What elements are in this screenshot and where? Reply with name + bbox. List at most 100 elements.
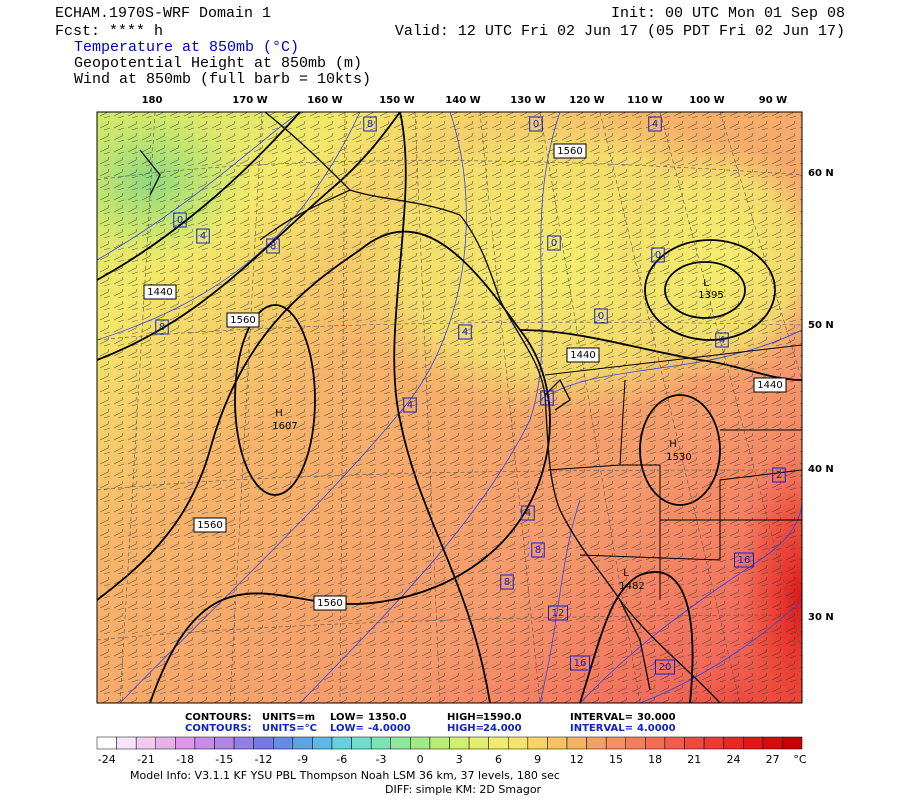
colorbar-label: 6 (495, 753, 502, 766)
label-box (547, 235, 561, 251)
colorbar-label: 0 (417, 753, 424, 766)
pressure-center-label: 1530 (666, 452, 691, 463)
contour-label: 1440 (570, 350, 595, 361)
colorbar-swatch (527, 736, 548, 750)
contour-info: LOW= (330, 723, 364, 734)
label-box (651, 247, 665, 263)
contour-info: INTERVAL= (570, 712, 633, 723)
colorbar-swatch (273, 736, 294, 750)
colorbar-label: -6 (336, 753, 347, 766)
contour-label: 8 (535, 545, 541, 556)
valid-time: Valid: 12 UTC Fri 02 Jun 17 (05 PDT Fri … (395, 23, 845, 40)
footer: CONTOURS: UNITS=m LOW= 1350.0 HIGH=1590.0 INT… (96, 712, 807, 796)
colorbar-swatch (390, 736, 411, 750)
contour-info: 1590.0 (483, 712, 522, 723)
longitude-label: 100 W (689, 95, 724, 106)
contour-info: 1350.0 (368, 712, 407, 723)
colorbar-label: -12 (254, 753, 272, 766)
contour-label: 0 (544, 393, 550, 404)
colorbar-swatch (625, 736, 646, 750)
contour-info: 30.000 (637, 712, 676, 723)
contour-info: 24.000 (483, 723, 522, 734)
contour-label: 4 (462, 327, 468, 338)
label-box (648, 116, 662, 132)
contour-label: 12 (552, 608, 565, 619)
label-box (458, 324, 472, 340)
colorbar-label: 3 (456, 753, 463, 766)
colorbar-label: -3 (375, 753, 386, 766)
colorbar-swatch (214, 736, 235, 750)
contour-label: 0 (533, 119, 539, 130)
header: ECHAM.1970S-WRF Domain 1 Fcst: **** h Te… (55, 5, 845, 88)
colorbar-label: -21 (137, 753, 155, 766)
label-box (196, 228, 210, 244)
contour-info: CONTOURS: (185, 723, 252, 734)
label-box (313, 595, 347, 611)
wind-barbs (97, 112, 802, 703)
longitude-label: 120 W (569, 95, 604, 106)
colorbar-swatch (508, 736, 529, 750)
contour-info: UNITS=°C (262, 723, 317, 734)
colorbar-swatch (703, 736, 724, 750)
longitude-label: 110 W (627, 95, 662, 106)
pressure-center-label: 1482 (619, 581, 644, 592)
map-axes: 180 170 W 160 W 150 W 140 W 130 W 120 W 110 W 10… (142, 95, 834, 623)
label-box (500, 574, 514, 590)
colorbar-label: 27 (766, 753, 780, 766)
contour-info: 4.0000 (637, 723, 676, 734)
colorbar-swatch (155, 736, 176, 750)
label-box (570, 655, 590, 671)
pressure-center-label: H (669, 439, 677, 450)
colorbar-label: 15 (609, 753, 623, 766)
model-info: Model Info: V3.1.1 KF YSU PBL Thompson N… (130, 769, 560, 782)
colorbar-swatch (723, 736, 744, 750)
pressure-center-label: H (275, 408, 283, 419)
colorbar-label: 9 (534, 753, 541, 766)
colorbar-label: 21 (687, 753, 701, 766)
label-box (734, 552, 754, 568)
colorbar-swatch (175, 736, 196, 750)
contour-label: 8 (504, 577, 510, 588)
colorbar-swatch (410, 736, 431, 750)
label-box (772, 467, 786, 483)
colorbar-swatch (684, 736, 705, 750)
pressure-center-label: 1395 (698, 290, 723, 301)
label-box (548, 605, 568, 621)
contour-label: 0 (598, 311, 604, 322)
contour-label: 0 (655, 250, 661, 261)
contour-info: -4.0000 (368, 723, 411, 734)
colorbar-swatch (782, 736, 803, 750)
pressure-center-label: 1607 (272, 421, 297, 432)
colorbar-label: 18 (648, 753, 662, 766)
label-box (363, 116, 377, 132)
contour-label: 4 (652, 119, 658, 130)
pressure-center-label: L (623, 568, 629, 579)
contour-label: 16 (738, 555, 751, 566)
temperature-contours (97, 112, 802, 703)
colorbar-label: -24 (98, 753, 116, 766)
contour-label: 1560 (317, 598, 342, 609)
pressure-center-label: L (703, 278, 709, 289)
label-box (540, 390, 554, 406)
colorbar-swatch (253, 736, 274, 750)
colorbar-swatch (331, 736, 352, 750)
label-box (531, 542, 545, 558)
contour-label: 1560 (230, 315, 255, 326)
latitude-label: 50 N (808, 320, 834, 331)
colorbar-swatch (312, 736, 333, 750)
field-wind: Wind at 850mb (full barb = 10kts) (74, 71, 371, 88)
label-box (403, 397, 417, 413)
colorbar-swatch (116, 736, 137, 750)
init-time: Init: 00 UTC Mon 01 Sep 08 (611, 5, 845, 22)
longitude-label: 130 W (510, 95, 545, 106)
colorbar-swatch (566, 736, 587, 750)
colorbar-swatch (743, 736, 764, 750)
colorbar-swatch (135, 736, 157, 750)
label-box (553, 143, 587, 159)
contour-label: 4 (719, 335, 725, 346)
graticule (97, 112, 802, 703)
field-temperature: Temperature at 850mb (°C) (74, 39, 299, 56)
label-box (155, 319, 169, 335)
contour-label: 4 (200, 231, 206, 242)
